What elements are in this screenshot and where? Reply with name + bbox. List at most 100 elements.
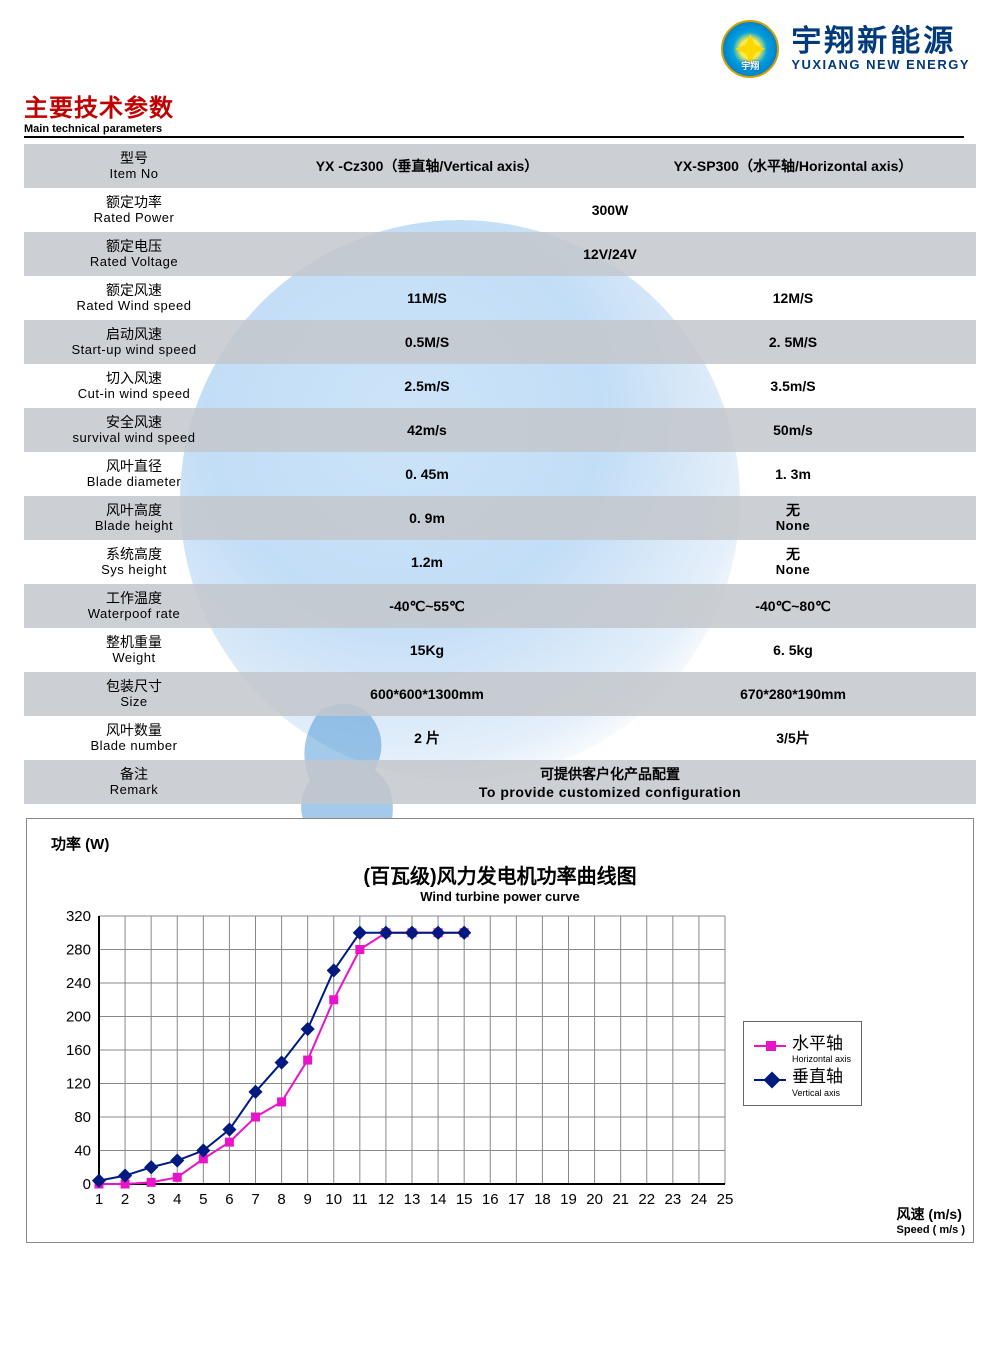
svg-text:21: 21 (612, 1191, 629, 1208)
row-value-1: 0. 9m (244, 496, 610, 540)
chart-container: 功率 (W) (百瓦级)风力发电机功率曲线图 Wind turbine powe… (26, 818, 974, 1243)
svg-text:160: 160 (66, 1042, 91, 1059)
legend-label-cn: 水平轴 (792, 1034, 843, 1053)
table-row: 风叶数量Blade number2 片3/5片 (24, 716, 976, 760)
svg-text:24: 24 (691, 1191, 708, 1208)
row-value-2: -40℃~80℃ (610, 584, 976, 628)
svg-text:320: 320 (66, 908, 91, 925)
svg-text:19: 19 (560, 1191, 577, 1208)
brand-name-en: YUXIANG NEW ENERGY (791, 58, 970, 72)
spec-table: 型号Item NoYX -Cz300（垂直轴/Vertical axis）YX-… (24, 144, 976, 804)
svg-text:7: 7 (251, 1191, 259, 1208)
svg-text:20: 20 (586, 1191, 603, 1208)
svg-text:9: 9 (303, 1191, 311, 1208)
row-label: 切入风速Cut-in wind speed (24, 364, 244, 408)
row-value-1: 0. 45m (244, 452, 610, 496)
table-row: 整机重量Weight15Kg6. 5kg (24, 628, 976, 672)
brand-logo: 宇翔 (721, 20, 779, 78)
table-row: 风叶高度Blade height0. 9m无None (24, 496, 976, 540)
legend-item-horizontal: 水平轴 Horizontal axis (754, 1030, 851, 1064)
power-curve-chart: 0408012016020024028032012345678910111213… (35, 908, 735, 1218)
row-label: 系统高度Sys height (24, 540, 244, 584)
row-value-1: 0.5M/S (244, 320, 610, 364)
svg-text:80: 80 (74, 1109, 91, 1126)
section-title-cn: 主要技术参数 (24, 88, 1000, 123)
row-value-1: 11M/S (244, 276, 610, 320)
svg-text:13: 13 (404, 1191, 421, 1208)
svg-text:280: 280 (66, 942, 91, 959)
brand-logo-label: 宇翔 (741, 59, 759, 72)
svg-text:25: 25 (717, 1191, 734, 1208)
row-value-2: 3.5m/S (610, 364, 976, 408)
row-value-merged: 300W (244, 188, 976, 232)
table-row: 包装尺寸Size600*600*1300mm670*280*190mm (24, 672, 976, 716)
table-row: 工作温度Waterpoof rate-40℃~55℃-40℃~80℃ (24, 584, 976, 628)
table-row: 启动风速Start-up wind speed0.5M/S2. 5M/S (24, 320, 976, 364)
svg-text:5: 5 (199, 1191, 207, 1208)
row-label: 风叶直径Blade diameter (24, 452, 244, 496)
svg-text:2: 2 (121, 1191, 129, 1208)
table-row: 型号Item NoYX -Cz300（垂直轴/Vertical axis）YX-… (24, 144, 976, 188)
chart-legend: 水平轴 Horizontal axis 垂直轴 Vertical axis (743, 1021, 862, 1106)
svg-text:0: 0 (83, 1176, 91, 1193)
chart-title-cn: (百瓦级)风力发电机功率曲线图 (35, 860, 965, 889)
svg-text:240: 240 (66, 975, 91, 992)
chart-xlabel: 风速 (m/s) Speed ( m/s ) (897, 1204, 965, 1236)
section-title: 主要技术参数 Main technical parameters (24, 88, 1000, 138)
svg-text:16: 16 (482, 1191, 499, 1208)
row-label: 风叶高度Blade height (24, 496, 244, 540)
table-row: 备注Remark可提供客户化产品配置To provide customized … (24, 760, 976, 804)
row-value-2: 无None (610, 496, 976, 540)
row-label: 启动风速Start-up wind speed (24, 320, 244, 364)
legend-label-cn: 垂直轴 (792, 1067, 843, 1086)
row-value-1: -40℃~55℃ (244, 584, 610, 628)
legend-label-en: Horizontal axis (792, 1055, 851, 1063)
chart-title-en: Wind turbine power curve (35, 889, 965, 904)
table-row: 切入风速Cut-in wind speed2.5m/S3.5m/S (24, 364, 976, 408)
row-label: 型号Item No (24, 144, 244, 188)
legend-item-vertical: 垂直轴 Vertical axis (754, 1063, 851, 1097)
row-label: 备注Remark (24, 760, 244, 804)
svg-text:200: 200 (66, 1009, 91, 1026)
section-title-en: Main technical parameters (24, 123, 964, 138)
table-row: 额定风速Rated Wind speed11M/S12M/S (24, 276, 976, 320)
row-label: 额定电压Rated Voltage (24, 232, 244, 276)
row-label: 工作温度Waterpoof rate (24, 584, 244, 628)
row-label: 整机重量Weight (24, 628, 244, 672)
svg-text:23: 23 (664, 1191, 681, 1208)
svg-text:22: 22 (638, 1191, 655, 1208)
brand-name-cn: 宇翔新能源 (791, 25, 956, 58)
row-value-1: 2.5m/S (244, 364, 610, 408)
row-value-2: 6. 5kg (610, 628, 976, 672)
row-value-2: 无None (610, 540, 976, 584)
svg-text:18: 18 (534, 1191, 551, 1208)
row-value-1: 1.2m (244, 540, 610, 584)
row-value-1: YX -Cz300（垂直轴/Vertical axis） (244, 144, 610, 188)
svg-text:3: 3 (147, 1191, 155, 1208)
row-value-2: 50m/s (610, 408, 976, 452)
row-value-2: 670*280*190mm (610, 672, 976, 716)
row-value-2: 12M/S (610, 276, 976, 320)
row-label: 风叶数量Blade number (24, 716, 244, 760)
row-value-1: 2 片 (244, 716, 610, 760)
svg-text:10: 10 (325, 1191, 342, 1208)
svg-text:8: 8 (277, 1191, 285, 1208)
row-value-1: 15Kg (244, 628, 610, 672)
table-row: 安全风速survival wind speed42m/s50m/s (24, 408, 976, 452)
brand-header: 宇翔 宇翔新能源 YUXIANG NEW ENERGY (0, 0, 1000, 88)
row-label: 额定功率Rated Power (24, 188, 244, 232)
chart-ylabel: 功率 (W) (51, 833, 965, 854)
svg-text:15: 15 (456, 1191, 473, 1208)
table-row: 额定功率Rated Power300W (24, 188, 976, 232)
svg-text:4: 4 (173, 1191, 181, 1208)
svg-text:6: 6 (225, 1191, 233, 1208)
row-value-2: 1. 3m (610, 452, 976, 496)
svg-text:1: 1 (95, 1191, 103, 1208)
svg-text:120: 120 (66, 1076, 91, 1093)
svg-text:40: 40 (74, 1143, 91, 1160)
svg-text:17: 17 (508, 1191, 525, 1208)
row-value-merged: 可提供客户化产品配置To provide customized configur… (244, 760, 976, 804)
row-label: 额定风速Rated Wind speed (24, 276, 244, 320)
svg-text:14: 14 (430, 1191, 447, 1208)
row-value-1: 42m/s (244, 408, 610, 452)
